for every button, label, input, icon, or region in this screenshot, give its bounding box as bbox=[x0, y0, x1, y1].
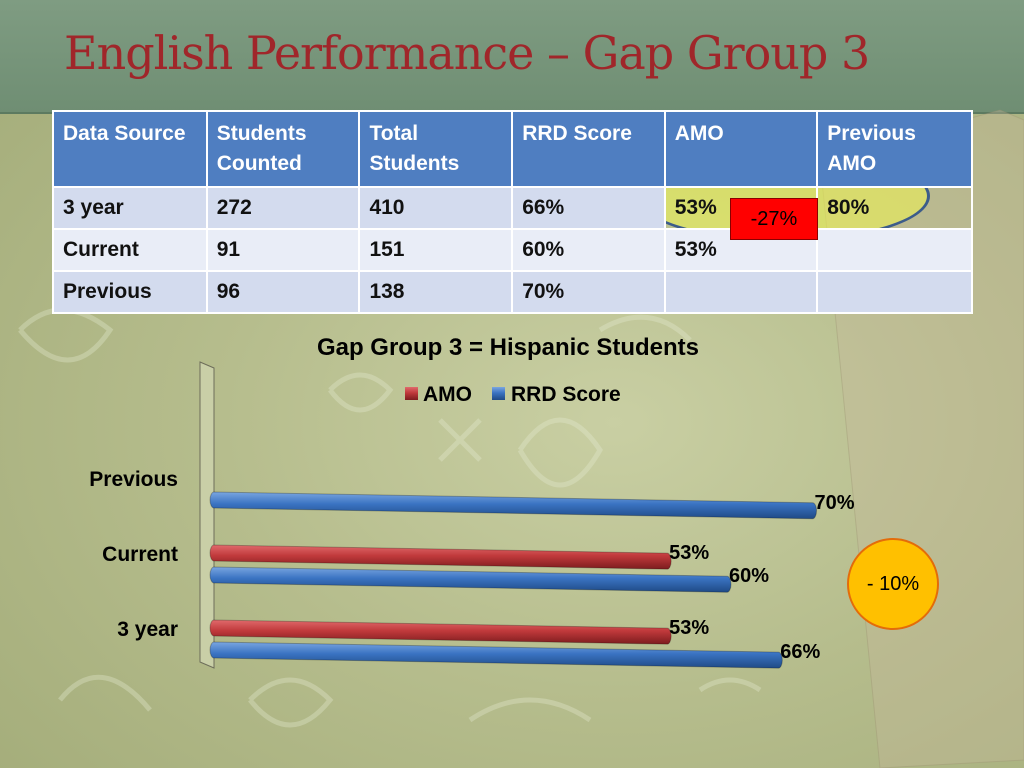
table-cell: 151 bbox=[358, 228, 514, 272]
table-row: Current 91 151 60% 53% bbox=[52, 228, 973, 272]
table-cell: Current bbox=[52, 228, 208, 272]
axis-wall bbox=[199, 361, 215, 669]
data-label: 70% bbox=[815, 492, 855, 514]
legend-swatch-amo bbox=[405, 387, 418, 400]
legend-swatch-rrd bbox=[492, 387, 505, 400]
category-label: 3 year bbox=[117, 618, 178, 641]
bar-amo-3-year bbox=[209, 619, 672, 645]
table-row: 3 year 272 410 66% 53% 80% bbox=[52, 186, 973, 230]
change-callout-box: -27% bbox=[730, 198, 818, 240]
header-cell: Data Source bbox=[52, 110, 208, 188]
category-label: Current bbox=[102, 543, 178, 566]
chart-title: Gap Group 3 = Hispanic Students bbox=[317, 334, 699, 361]
table-cell: 138 bbox=[358, 270, 514, 314]
legend-label-rrd: RRD Score bbox=[511, 383, 621, 406]
table-cell: 272 bbox=[205, 186, 361, 230]
header-cell: Previous AMO bbox=[816, 110, 973, 188]
bar-rrd-previous bbox=[209, 491, 817, 520]
data-label: 66% bbox=[780, 641, 820, 663]
data-table: Data Source Students Counted Total Stude… bbox=[52, 110, 973, 314]
table-cell: Previous bbox=[52, 270, 208, 314]
change-callout-circle: - 10% bbox=[847, 538, 939, 630]
header-cell: Total Students bbox=[358, 110, 514, 188]
category-label: Previous bbox=[89, 468, 178, 491]
table-cell bbox=[816, 228, 973, 272]
table-cell bbox=[663, 270, 819, 314]
slide-title: English Performance – Gap Group 3 bbox=[64, 26, 870, 80]
table-row: Previous 96 138 70% bbox=[52, 270, 973, 314]
data-label: 60% bbox=[729, 565, 769, 587]
table-cell: 66% bbox=[511, 186, 666, 230]
table-cell: 96 bbox=[205, 270, 361, 314]
header-cell: Students Counted bbox=[205, 110, 361, 188]
data-label: 53% bbox=[669, 542, 709, 564]
bar-rrd-3-year bbox=[209, 641, 783, 669]
table-cell bbox=[816, 270, 973, 314]
data-label: 53% bbox=[669, 617, 709, 639]
table-cell: 60% bbox=[511, 228, 666, 272]
table-cell: 3 year bbox=[52, 186, 208, 230]
bar-rrd-current bbox=[209, 566, 732, 593]
table-header-row: Data Source Students Counted Total Stude… bbox=[52, 110, 973, 188]
table-cell: 91 bbox=[205, 228, 361, 272]
table-cell: 70% bbox=[511, 270, 666, 314]
bar-amo-current bbox=[209, 544, 672, 570]
table-cell: 80% bbox=[816, 186, 973, 230]
header-cell: RRD Score bbox=[511, 110, 666, 188]
table-cell: 410 bbox=[358, 186, 514, 230]
legend-label-amo: AMO bbox=[423, 383, 472, 406]
header-cell: AMO bbox=[663, 110, 819, 188]
